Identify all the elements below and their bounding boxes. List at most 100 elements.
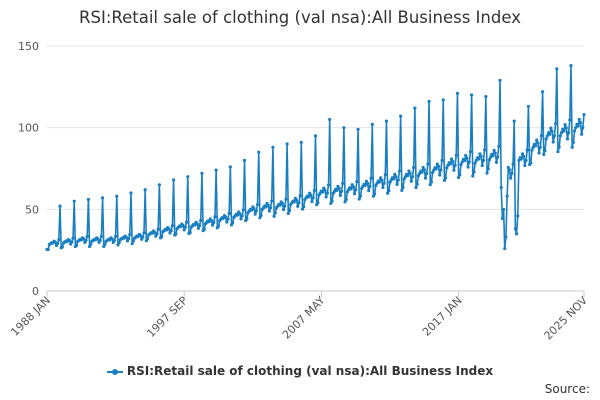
data-point <box>202 227 206 231</box>
data-point <box>84 238 88 242</box>
data-point <box>85 234 89 238</box>
data-point <box>142 231 146 235</box>
data-point <box>580 132 584 136</box>
legend[interactable]: RSI:Retail sale of clothing (val nsa):Al… <box>0 364 600 378</box>
data-point <box>512 119 516 123</box>
data-point <box>310 200 314 204</box>
data-point <box>576 124 580 128</box>
x-tick-label: 1997 SEP <box>144 294 190 340</box>
data-point <box>160 234 164 239</box>
data-point <box>557 145 561 149</box>
chart-title: RSI:Retail sale of clothing (val nsa):Al… <box>79 8 521 27</box>
data-point <box>438 173 442 177</box>
data-point <box>354 188 358 192</box>
data-point <box>335 188 339 192</box>
data-point <box>577 117 581 122</box>
data-point <box>53 240 57 244</box>
data-point <box>535 138 539 142</box>
source-label: Source: <box>544 382 590 396</box>
data-point <box>240 214 244 218</box>
data-point <box>448 162 452 166</box>
data-point <box>556 149 560 154</box>
data-point <box>231 221 235 225</box>
data-point <box>464 153 468 158</box>
data-point <box>294 198 299 202</box>
data-point <box>74 243 79 247</box>
data-point <box>459 162 463 167</box>
data-point <box>200 171 204 175</box>
data-point <box>283 204 287 208</box>
data-point <box>325 191 329 195</box>
data-point <box>270 199 274 203</box>
data-point <box>480 163 484 168</box>
data-point <box>441 98 445 102</box>
legend-marker-icon <box>106 367 123 377</box>
data-point <box>324 195 328 199</box>
data-point <box>387 189 391 193</box>
data-point <box>563 123 567 127</box>
data-point <box>57 238 61 242</box>
data-point <box>309 193 313 197</box>
data-point <box>444 176 448 180</box>
gridlines <box>47 45 584 292</box>
data-point <box>306 195 310 199</box>
data-point <box>569 64 573 68</box>
data-point <box>439 168 443 172</box>
data-point <box>352 192 357 196</box>
data-point <box>96 237 100 241</box>
data-point <box>458 173 462 177</box>
data-point <box>363 183 367 188</box>
data-point <box>391 177 396 181</box>
data-point <box>488 155 493 159</box>
data-point <box>478 152 482 156</box>
data-point <box>241 208 245 212</box>
data-point <box>504 235 508 239</box>
data-point <box>429 180 434 184</box>
data-point <box>582 113 586 117</box>
data-point <box>171 178 176 182</box>
data-point <box>457 175 461 180</box>
data-point <box>487 158 491 162</box>
data-point <box>195 222 199 226</box>
data-point <box>491 154 495 158</box>
y-tick-label: 150 <box>18 40 39 53</box>
data-point <box>529 161 533 165</box>
data-point <box>184 220 189 224</box>
data-point <box>413 106 417 110</box>
data-point <box>128 232 132 237</box>
data-point <box>207 220 211 224</box>
data-point <box>330 199 334 203</box>
data-point <box>531 145 535 149</box>
y-axis: 0 50 100 150 <box>18 40 39 298</box>
data-point <box>453 163 457 167</box>
data-point <box>470 93 474 97</box>
data-point <box>312 188 316 193</box>
data-point <box>196 226 200 230</box>
data-point <box>536 141 540 145</box>
data-point <box>339 189 344 193</box>
data-point <box>103 242 107 246</box>
data-point <box>56 242 60 246</box>
data-point <box>213 215 217 219</box>
data-point <box>570 145 574 149</box>
data-point <box>112 238 117 242</box>
data-point <box>383 172 387 177</box>
data-point <box>326 183 331 187</box>
y-tick-label: 50 <box>25 203 39 216</box>
data-point <box>58 204 62 208</box>
data-point <box>483 148 487 152</box>
data-point <box>356 127 360 131</box>
data-point <box>167 227 171 231</box>
data-point <box>500 216 504 221</box>
data-point <box>124 235 128 239</box>
data-point <box>299 140 303 144</box>
data-point <box>523 163 527 168</box>
data-point <box>406 173 410 178</box>
data-point <box>399 114 403 118</box>
x-axis: 1988 JAN 1997 SEP 2007 MAY 2017 JAN 2025 NOV <box>8 291 590 343</box>
data-point <box>525 148 529 152</box>
data-point <box>505 194 509 198</box>
data-point <box>271 145 275 149</box>
data-point <box>245 217 249 221</box>
